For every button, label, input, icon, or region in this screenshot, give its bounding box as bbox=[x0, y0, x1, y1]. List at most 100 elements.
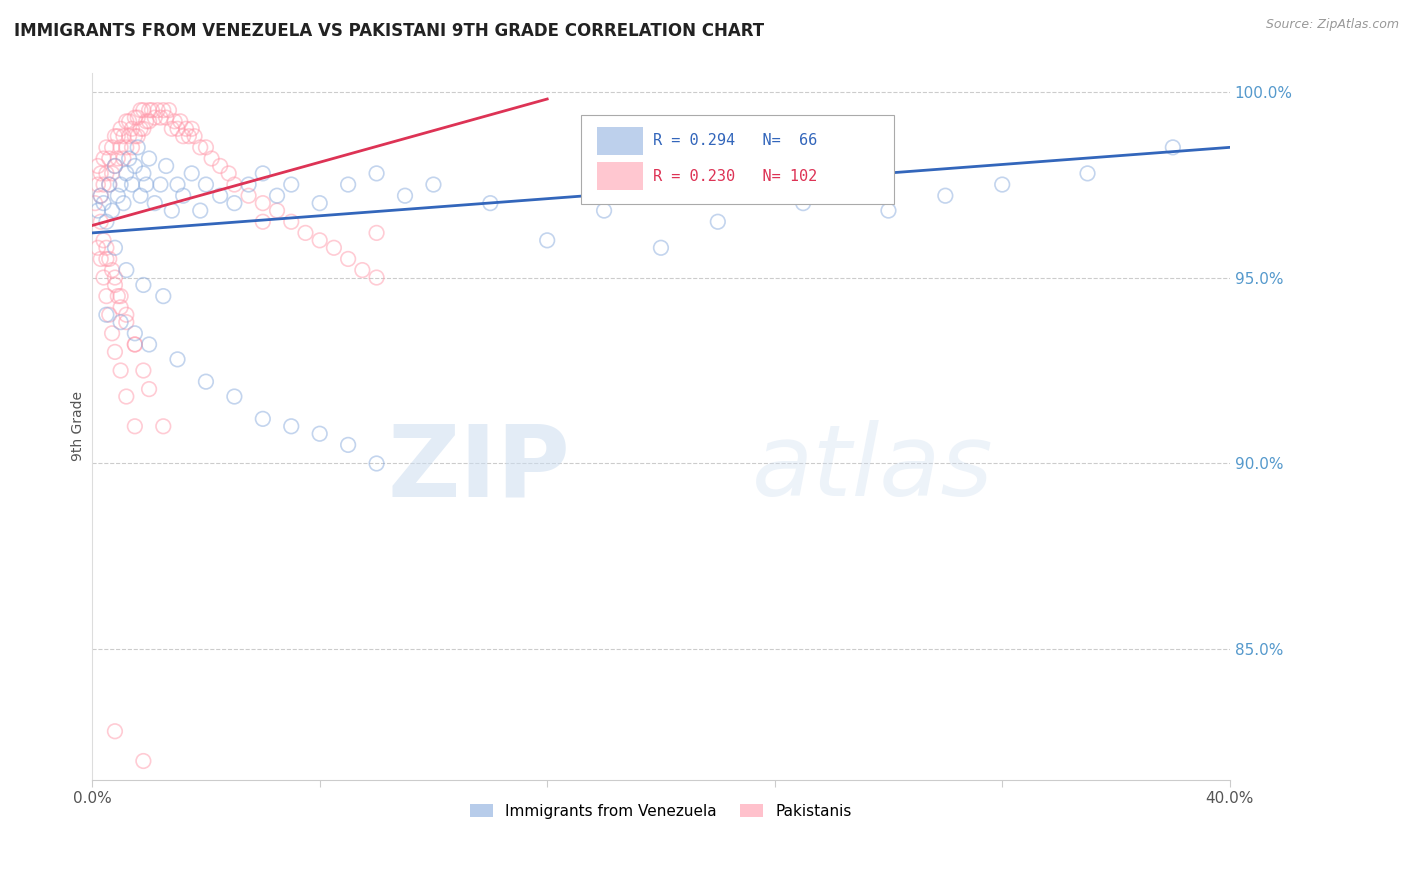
Point bbox=[121, 140, 143, 154]
Point bbox=[90, 166, 112, 180]
Point bbox=[394, 188, 416, 202]
Point bbox=[115, 114, 138, 128]
Point bbox=[93, 196, 115, 211]
Point bbox=[160, 203, 183, 218]
Point bbox=[98, 178, 121, 192]
Point bbox=[352, 263, 374, 277]
Point bbox=[188, 140, 211, 154]
Point bbox=[112, 152, 135, 166]
Point bbox=[129, 121, 152, 136]
Point bbox=[141, 103, 163, 118]
Point bbox=[118, 129, 141, 144]
Point bbox=[101, 263, 124, 277]
Point bbox=[218, 166, 240, 180]
Y-axis label: 9th Grade: 9th Grade bbox=[72, 392, 86, 461]
Point bbox=[138, 152, 160, 166]
Point bbox=[194, 375, 217, 389]
Point bbox=[152, 289, 174, 303]
Point bbox=[110, 289, 132, 303]
Point bbox=[110, 121, 132, 136]
Point bbox=[266, 188, 288, 202]
Point bbox=[1161, 140, 1184, 154]
Point bbox=[308, 426, 330, 441]
Point bbox=[252, 196, 274, 211]
Point bbox=[93, 152, 115, 166]
Point bbox=[138, 337, 160, 351]
Point bbox=[115, 308, 138, 322]
Point bbox=[96, 241, 118, 255]
Point bbox=[707, 215, 730, 229]
Point bbox=[991, 178, 1014, 192]
Point bbox=[238, 178, 260, 192]
Point bbox=[124, 419, 146, 434]
Point bbox=[107, 129, 129, 144]
Point bbox=[252, 166, 274, 180]
Point bbox=[308, 196, 330, 211]
Point bbox=[87, 159, 110, 173]
Point bbox=[209, 159, 232, 173]
Point bbox=[110, 300, 132, 314]
Point bbox=[121, 121, 143, 136]
Point bbox=[132, 103, 155, 118]
Point bbox=[98, 308, 121, 322]
Point bbox=[101, 326, 124, 341]
Point bbox=[177, 129, 200, 144]
Point bbox=[593, 203, 616, 218]
Point bbox=[112, 129, 135, 144]
Point bbox=[138, 382, 160, 396]
Point bbox=[132, 754, 155, 768]
FancyBboxPatch shape bbox=[581, 115, 894, 203]
Point bbox=[138, 103, 160, 118]
Point bbox=[366, 457, 388, 471]
Point bbox=[308, 233, 330, 247]
Point bbox=[110, 315, 132, 329]
Point bbox=[104, 159, 127, 173]
Point bbox=[90, 215, 112, 229]
Point bbox=[90, 188, 112, 202]
Point bbox=[124, 337, 146, 351]
Point bbox=[160, 121, 183, 136]
Point bbox=[132, 277, 155, 292]
Point bbox=[792, 196, 814, 211]
Point bbox=[1076, 166, 1098, 180]
Point bbox=[366, 226, 388, 240]
Point bbox=[96, 166, 118, 180]
Point bbox=[252, 412, 274, 426]
Point bbox=[124, 159, 146, 173]
Point bbox=[266, 203, 288, 218]
Point bbox=[877, 203, 900, 218]
Point bbox=[96, 215, 118, 229]
Point bbox=[90, 252, 112, 266]
Point bbox=[174, 121, 197, 136]
Point bbox=[115, 263, 138, 277]
FancyBboxPatch shape bbox=[598, 127, 643, 155]
Point bbox=[98, 178, 121, 192]
Point bbox=[98, 152, 121, 166]
Point bbox=[180, 121, 202, 136]
Point bbox=[152, 103, 174, 118]
Point bbox=[93, 178, 115, 192]
Point bbox=[101, 203, 124, 218]
Point bbox=[104, 345, 127, 359]
Point bbox=[188, 203, 211, 218]
Point bbox=[280, 419, 302, 434]
Point bbox=[155, 111, 177, 125]
Point bbox=[96, 308, 118, 322]
Point bbox=[135, 114, 157, 128]
Point bbox=[337, 252, 360, 266]
Point bbox=[934, 188, 956, 202]
Point bbox=[135, 178, 157, 192]
Point bbox=[138, 114, 160, 128]
Point bbox=[107, 188, 129, 202]
Text: ZIP: ZIP bbox=[387, 420, 569, 517]
Point bbox=[112, 196, 135, 211]
Point bbox=[172, 129, 194, 144]
Point bbox=[132, 121, 155, 136]
Point bbox=[124, 337, 146, 351]
Point bbox=[124, 111, 146, 125]
Point bbox=[209, 188, 232, 202]
Point bbox=[157, 103, 180, 118]
Point bbox=[238, 188, 260, 202]
Point bbox=[96, 252, 118, 266]
Point bbox=[294, 226, 316, 240]
